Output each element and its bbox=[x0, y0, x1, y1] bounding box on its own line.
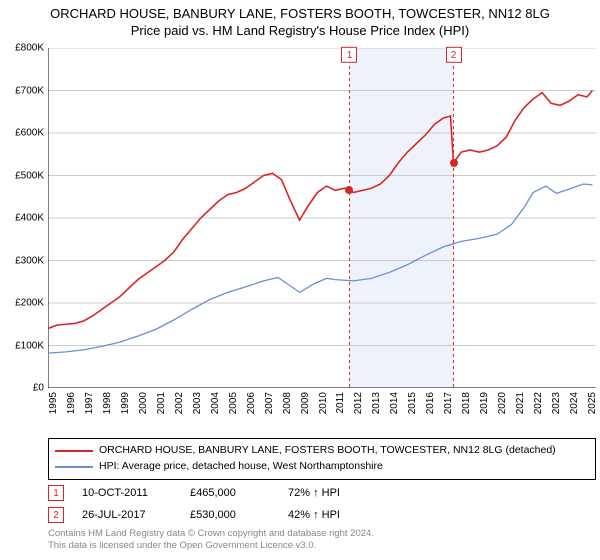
x-tick-label: 2013 bbox=[371, 392, 382, 414]
sale-number-badge: 1 bbox=[48, 485, 64, 501]
y-tick-label: £300K bbox=[15, 255, 44, 266]
x-tick-label: 2003 bbox=[192, 392, 203, 414]
sale-number-badge: 2 bbox=[48, 507, 64, 523]
chart-title: ORCHARD HOUSE, BANBURY LANE, FOSTERS BOO… bbox=[0, 0, 600, 40]
x-tick-label: 1995 bbox=[48, 392, 59, 414]
x-tick-label: 2012 bbox=[353, 392, 364, 414]
x-tick-label: 2007 bbox=[264, 392, 275, 414]
title-address: ORCHARD HOUSE, BANBURY LANE, FOSTERS BOO… bbox=[4, 6, 596, 21]
legend: ORCHARD HOUSE, BANBURY LANE, FOSTERS BOO… bbox=[48, 438, 596, 480]
y-axis: £0£100K£200K£300K£400K£500K£600K£700K£80… bbox=[0, 48, 46, 388]
x-tick-label: 1996 bbox=[66, 392, 77, 414]
x-tick-label: 2011 bbox=[335, 392, 346, 414]
footer-line1: Contains HM Land Registry data © Crown c… bbox=[48, 528, 596, 540]
x-tick-label: 2004 bbox=[210, 392, 221, 414]
y-tick-label: £100K bbox=[15, 340, 44, 351]
x-tick-label: 2025 bbox=[587, 392, 598, 414]
x-tick-label: 2005 bbox=[228, 392, 239, 414]
x-tick-label: 2000 bbox=[138, 392, 149, 414]
y-tick-label: £600K bbox=[15, 128, 44, 139]
x-tick-label: 2023 bbox=[551, 392, 562, 414]
x-tick-label: 2017 bbox=[443, 392, 454, 414]
x-tick-label: 2001 bbox=[156, 392, 167, 414]
sale-delta: 72% ↑ HPI bbox=[288, 487, 378, 499]
sale-price: £530,000 bbox=[190, 509, 270, 521]
x-tick-label: 2020 bbox=[497, 392, 508, 414]
x-tick-label: 1998 bbox=[102, 392, 113, 414]
y-tick-label: £0 bbox=[33, 383, 44, 394]
legend-label: HPI: Average price, detached house, West… bbox=[99, 459, 383, 475]
legend-swatch bbox=[55, 466, 93, 468]
chart-svg bbox=[48, 48, 596, 388]
legend-label: ORCHARD HOUSE, BANBURY LANE, FOSTERS BOO… bbox=[99, 443, 556, 459]
chart-plot-area: 12 bbox=[48, 48, 596, 388]
y-tick-label: £400K bbox=[15, 213, 44, 224]
attribution-footer: Contains HM Land Registry data © Crown c… bbox=[48, 528, 596, 553]
sale-marker-dot bbox=[450, 159, 458, 167]
sale-price: £465,000 bbox=[190, 487, 270, 499]
sales-table-row: 1 10-OCT-2011 £465,000 72% ↑ HPI bbox=[48, 482, 596, 504]
x-tick-label: 2009 bbox=[300, 392, 311, 414]
x-tick-label: 2018 bbox=[461, 392, 472, 414]
y-tick-label: £800K bbox=[15, 43, 44, 54]
sale-delta: 42% ↑ HPI bbox=[288, 509, 378, 521]
x-axis: 1995 1996 1997 1998 1999 2000 2001 2002 2003 2004… bbox=[48, 390, 596, 440]
x-tick-label: 2006 bbox=[246, 392, 257, 414]
y-tick-label: £200K bbox=[15, 298, 44, 309]
sale-marker-badge: 1 bbox=[341, 47, 357, 63]
legend-row: HPI: Average price, detached house, West… bbox=[55, 459, 589, 475]
sale-marker-dot bbox=[345, 186, 353, 194]
y-tick-label: £700K bbox=[15, 85, 44, 96]
footer-line2: This data is licensed under the Open Gov… bbox=[48, 540, 596, 552]
legend-swatch bbox=[55, 450, 93, 452]
sales-table: 1 10-OCT-2011 £465,000 72% ↑ HPI 2 26-JUL-201… bbox=[48, 482, 596, 526]
x-tick-label: 2002 bbox=[174, 392, 185, 414]
sale-date: 10-OCT-2011 bbox=[82, 487, 172, 499]
sales-table-row: 2 26-JUL-2017 £530,000 42% ↑ HPI bbox=[48, 504, 596, 526]
title-subtitle: Price paid vs. HM Land Registry's House … bbox=[4, 23, 596, 38]
x-tick-label: 2021 bbox=[515, 392, 526, 414]
x-tick-label: 2019 bbox=[479, 392, 490, 414]
x-tick-label: 2008 bbox=[282, 392, 293, 414]
x-tick-label: 2014 bbox=[389, 392, 400, 414]
sale-marker-badge: 2 bbox=[446, 47, 462, 63]
x-tick-label: 2015 bbox=[407, 392, 418, 414]
x-tick-label: 1999 bbox=[120, 392, 131, 414]
x-tick-label: 2010 bbox=[318, 392, 329, 414]
sale-date: 26-JUL-2017 bbox=[82, 509, 172, 521]
x-tick-label: 2024 bbox=[569, 392, 580, 414]
x-tick-label: 1997 bbox=[84, 392, 95, 414]
y-tick-label: £500K bbox=[15, 170, 44, 181]
legend-row: ORCHARD HOUSE, BANBURY LANE, FOSTERS BOO… bbox=[55, 443, 589, 459]
x-tick-label: 2022 bbox=[533, 392, 544, 414]
x-tick-label: 2016 bbox=[425, 392, 436, 414]
